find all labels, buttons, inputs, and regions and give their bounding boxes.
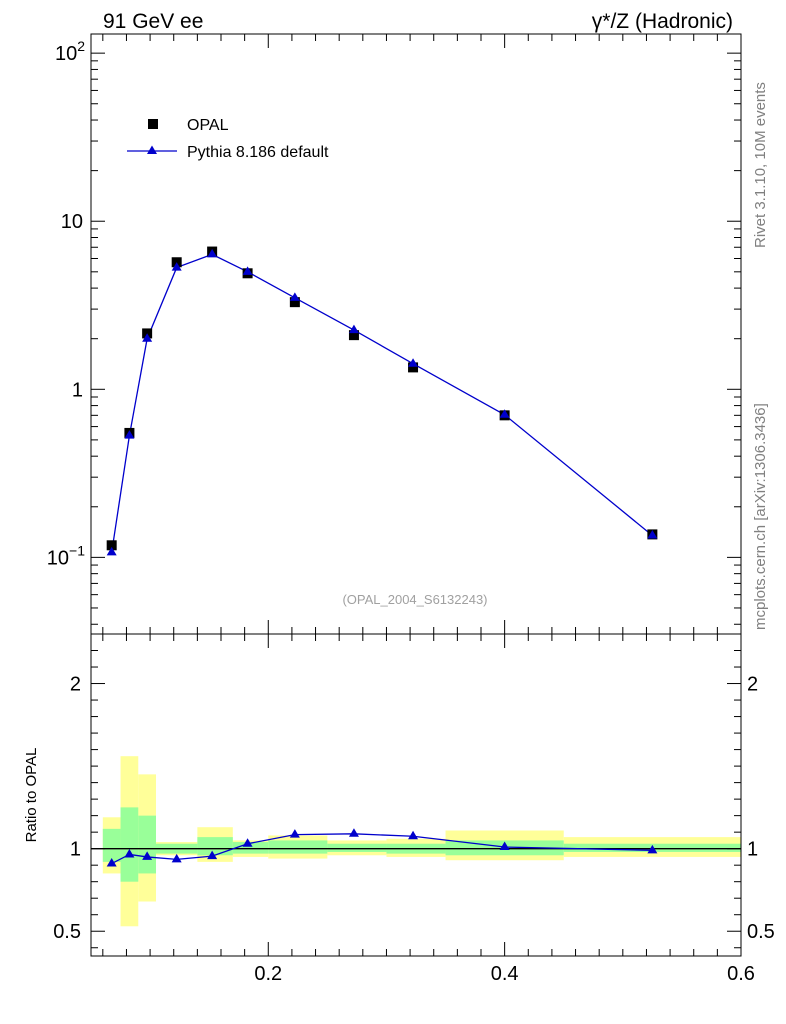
legend-data-label: OPAL bbox=[187, 117, 229, 134]
legend-mc-marker bbox=[147, 145, 157, 154]
data-point-6 bbox=[289, 297, 300, 308]
ratio-y-tick-label-right-2: 2 bbox=[747, 674, 758, 696]
ratio-point-1 bbox=[124, 848, 135, 858]
ratio-y-tick-label-right-0: 0.5 bbox=[747, 921, 775, 943]
ratio-point-3 bbox=[171, 853, 182, 863]
mc-point-7 bbox=[348, 324, 359, 334]
mcplots-label: mcplots.cern.ch [arXiv:1306.3436] bbox=[752, 403, 769, 630]
ratio-point-4 bbox=[207, 850, 218, 860]
y-tick-label-3: 102 bbox=[55, 38, 85, 65]
mc-point-10 bbox=[647, 529, 658, 539]
ratio-point-9 bbox=[499, 841, 510, 851]
ratio-y-tick-label-2: 2 bbox=[70, 674, 81, 696]
mc-point-4 bbox=[207, 248, 218, 258]
x-tick-label-2: 0.6 bbox=[727, 963, 755, 985]
ratio-point-0 bbox=[106, 858, 117, 867]
ratio-point-10 bbox=[647, 844, 658, 854]
main-panel: 10−1 1 10 102 bbox=[47, 33, 742, 635]
ratio-frame bbox=[90, 633, 742, 957]
data-point-7 bbox=[348, 330, 359, 341]
uncertainty-band-inner-2 bbox=[138, 815, 156, 874]
mc-point-0 bbox=[106, 546, 117, 556]
y-tick-label-2: 10 bbox=[61, 211, 83, 233]
y-tick-label-0: 10−1 bbox=[47, 542, 85, 569]
data-point-0 bbox=[106, 540, 117, 551]
legend: OPAL Pythia 8.186 default bbox=[127, 117, 329, 161]
mc-point-5 bbox=[242, 266, 253, 275]
mc-point-6 bbox=[289, 292, 300, 301]
mc-point-9 bbox=[499, 409, 510, 418]
uncertainty-band-inner-1 bbox=[120, 807, 139, 882]
uncertainty-band-inner-7 bbox=[327, 843, 387, 852]
y-tick-label-1: 1 bbox=[72, 379, 83, 401]
uncertainty-band-inner-5 bbox=[232, 842, 269, 854]
legend-mc-label: Pythia 8.186 default bbox=[187, 144, 329, 161]
uncertainty-band-inner-6 bbox=[268, 840, 328, 854]
legend-data-marker bbox=[148, 119, 158, 129]
data-point-8 bbox=[408, 362, 419, 373]
ratio-y-tick-label-0: 0.5 bbox=[53, 921, 81, 943]
left-title: 91 GeV ee bbox=[103, 10, 203, 33]
ratio-point-7 bbox=[348, 828, 359, 837]
mc-point-1 bbox=[124, 430, 135, 439]
analysis-annotation: (OPAL_2004_S6132243) bbox=[342, 592, 487, 607]
ratio-point-5 bbox=[242, 838, 253, 847]
mc-line bbox=[111, 253, 653, 553]
mc-point-8 bbox=[408, 358, 419, 367]
ratio-y-tick-label-1: 1 bbox=[70, 839, 81, 861]
rivet-version-label: Rivet 3.1.10, 10M events bbox=[752, 82, 769, 248]
x-tick-label-0: 0.2 bbox=[254, 963, 282, 985]
x-tick-label-1: 0.4 bbox=[491, 963, 519, 985]
mc-point-3 bbox=[171, 262, 182, 271]
ratio-y-tick-label-right-1: 1 bbox=[747, 839, 758, 861]
uncertainty-band-inner-0 bbox=[102, 828, 121, 862]
right-title: γ*/Z (Hadronic) bbox=[592, 10, 733, 33]
ratio-point-2 bbox=[142, 851, 153, 860]
ratio-point-6 bbox=[289, 829, 300, 838]
ratio-panel: 0.2 0.4 0.6 0.5 0.5 1 1 2 2 bbox=[53, 633, 775, 985]
uncertainty-band-inner-4 bbox=[197, 837, 233, 856]
ratio-y-axis-label: Ratio to OPAL bbox=[23, 748, 40, 843]
ratio-point-8 bbox=[408, 830, 419, 840]
mc-point-2 bbox=[142, 333, 153, 342]
